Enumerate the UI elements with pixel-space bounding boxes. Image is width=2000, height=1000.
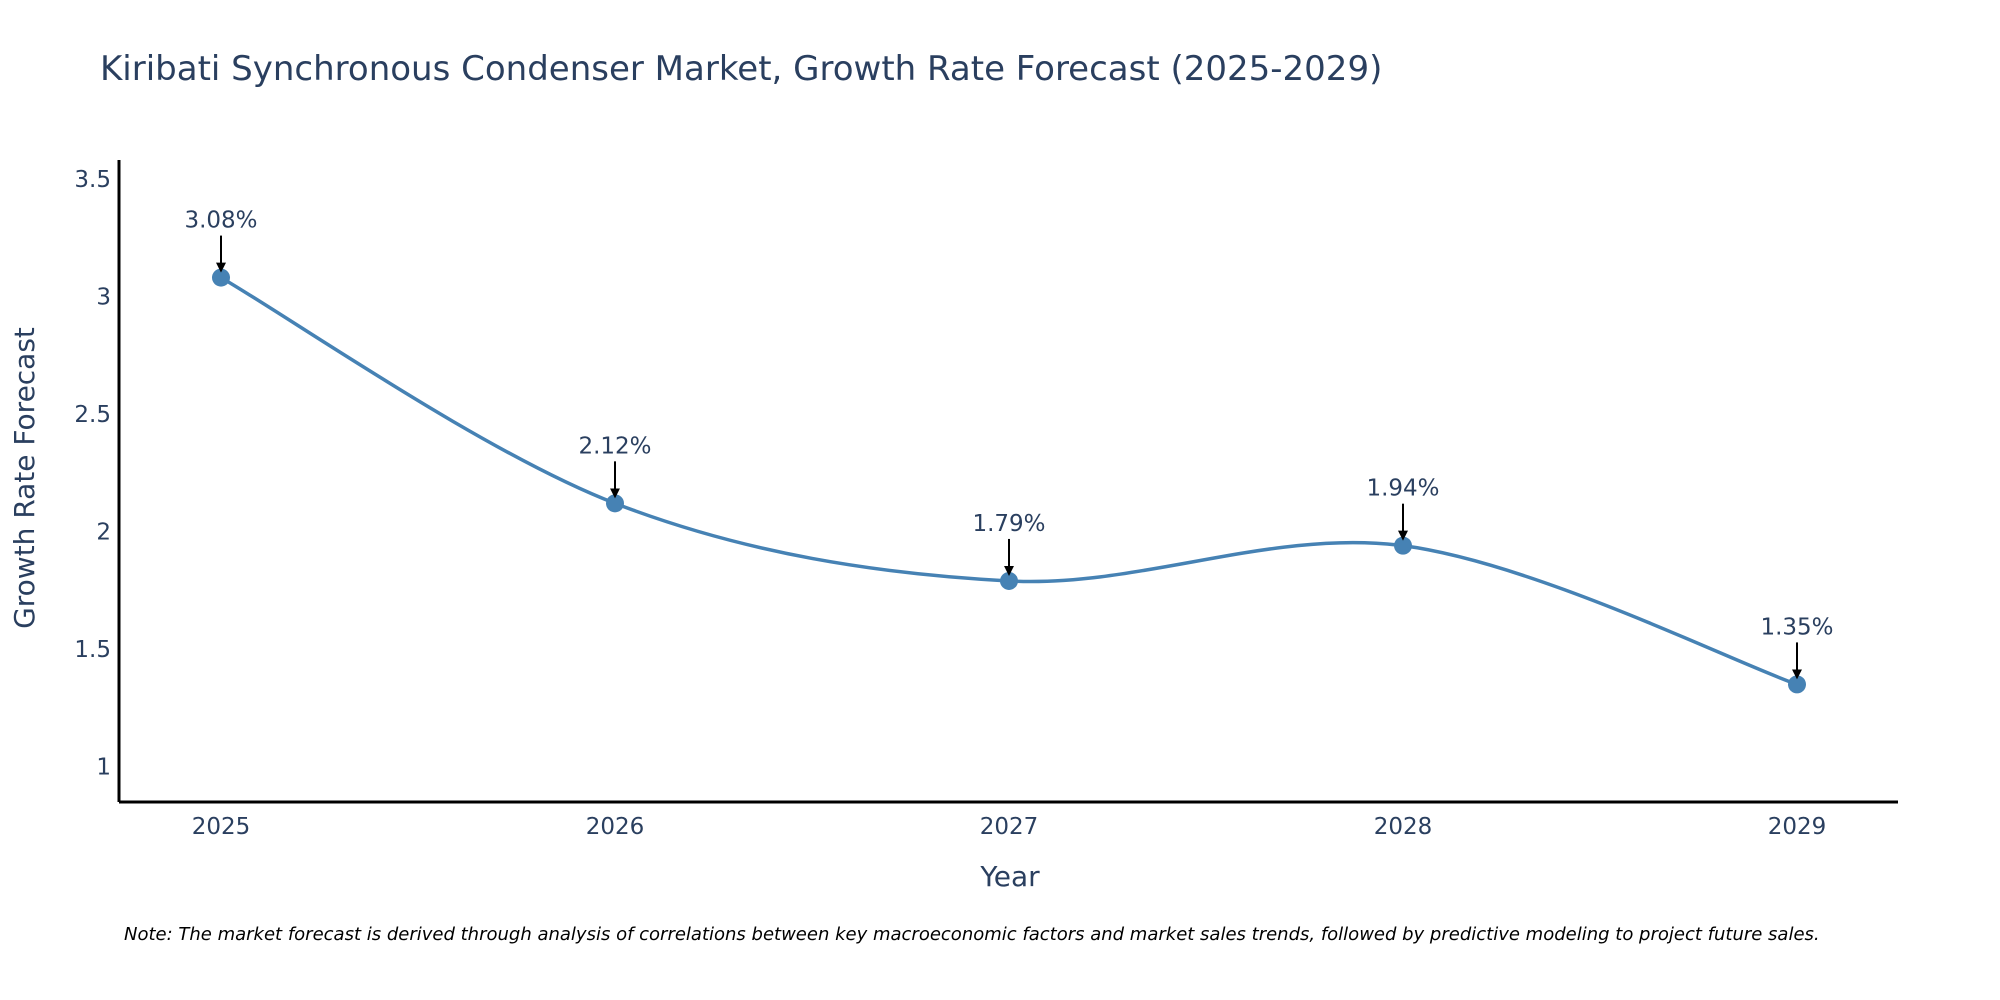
y-axis-title: Growth Rate Forecast	[8, 327, 41, 629]
y-tick-label: 1.5	[74, 637, 111, 663]
data-point	[606, 494, 624, 513]
series-line	[220, 276, 1798, 687]
y-tick-label: 2.5	[74, 402, 111, 428]
chart-note: Note: The market forecast is derived thr…	[124, 924, 1820, 945]
y-tick-label: 2	[96, 520, 111, 546]
y-tick-label: 1	[96, 755, 111, 781]
y-tick-label: 3.5	[74, 167, 111, 193]
chart-title: Kiribati Synchronous Condenser Market, G…	[100, 49, 1382, 89]
data-label: 2.12%	[578, 433, 651, 459]
y-tick-label: 3	[96, 284, 111, 310]
x-tick-label: 2025	[192, 814, 251, 840]
data-point	[1000, 571, 1018, 590]
data-label: 1.94%	[1366, 476, 1439, 502]
x-axis-title: Year	[979, 860, 1040, 893]
y-axis-ticks: 1 1.5 2 2.5 3 3.5	[74, 167, 111, 781]
data-label-annotations: 3.08% 2.12% 1.79% 1.94% 1.35%	[184, 208, 1834, 680]
data-point	[1788, 675, 1806, 694]
data-point	[212, 268, 230, 287]
x-tick-label: 2027	[980, 814, 1039, 840]
data-label: 1.79%	[972, 511, 1045, 537]
data-label: 3.08%	[184, 208, 257, 234]
data-label: 1.35%	[1760, 614, 1833, 640]
data-point	[1394, 536, 1412, 555]
x-tick-label: 2029	[1768, 814, 1827, 840]
x-axis-ticks: 2025 2026 2027 2028 2029	[192, 814, 1827, 840]
data-markers	[212, 268, 1806, 694]
x-tick-label: 2028	[1374, 814, 1433, 840]
x-tick-label: 2026	[586, 814, 645, 840]
